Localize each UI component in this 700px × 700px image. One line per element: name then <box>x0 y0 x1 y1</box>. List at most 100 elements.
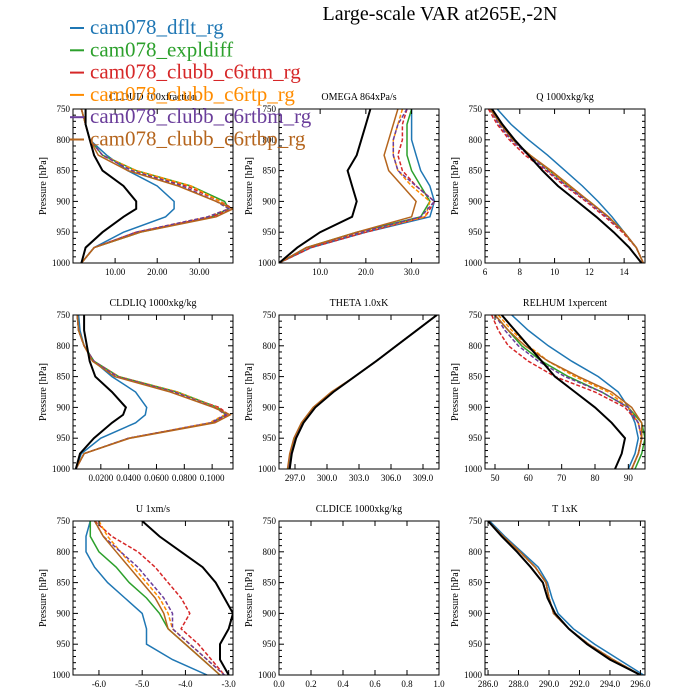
x-tick-label: 10.0 <box>312 267 328 277</box>
figure-title: Large-scale VAR at265E,-2N <box>323 3 558 25</box>
y-tick-label: 850 <box>469 372 483 382</box>
legend-label: cam078_clubb_c6rtm_rg <box>90 60 301 84</box>
x-tick-label: 10 <box>550 267 560 277</box>
series-line-0 <box>287 315 438 469</box>
y-tick-label: 950 <box>263 639 277 649</box>
x-tick-label: 309.0 <box>413 473 434 483</box>
y-axis-label: Pressure [hPa] <box>244 569 255 627</box>
series-line-3 <box>98 521 225 675</box>
series-line-3 <box>497 315 643 469</box>
y-tick-label: 850 <box>57 166 71 176</box>
series-line-1 <box>75 315 228 469</box>
y-tick-label: 950 <box>469 227 483 237</box>
y-tick-label: 850 <box>263 372 277 382</box>
series-line-1 <box>287 315 438 469</box>
panel-title: OMEGA 864xPa/s <box>321 92 396 103</box>
panel-0: 750 800 850 900 950 1000 10.00 20.00 30.00 Pressu… <box>38 92 234 277</box>
y-tick-label: 800 <box>263 341 277 351</box>
panel-title: U 1xm/s <box>136 504 170 515</box>
panel-title: CLDICE 1000xkg/kg <box>316 504 402 515</box>
y-tick-label: 800 <box>57 135 71 145</box>
plot-frame <box>72 314 234 470</box>
series-line-5 <box>494 315 643 469</box>
y-tick-label: 950 <box>263 433 277 443</box>
series-line-2 <box>279 109 436 263</box>
panel-title: CLOUD 100xfraction <box>109 92 197 103</box>
x-tick-label: 90 <box>624 473 634 483</box>
legend-entry: cam078_clubb_c6rtp_rg <box>70 82 295 106</box>
y-tick-label: 850 <box>263 578 277 588</box>
y-tick-label: 950 <box>57 639 71 649</box>
reference-line <box>500 315 627 469</box>
x-tick-label: 80 <box>591 473 601 483</box>
y-tick-label: 750 <box>57 104 71 114</box>
y-tick-label: 800 <box>263 547 277 557</box>
x-tick-label: 6 <box>483 267 488 277</box>
reference-line <box>279 109 372 263</box>
y-tick-label: 1000 <box>52 670 71 680</box>
y-tick-label: 1000 <box>258 464 277 474</box>
reference-line <box>491 109 643 263</box>
series-line-5 <box>487 521 641 675</box>
y-tick-label: 800 <box>57 341 71 351</box>
x-tick-label: 0.0800 <box>172 473 197 483</box>
panel-title: THETA 1.0xK <box>330 298 389 309</box>
y-axis-label: Pressure [hPa] <box>450 157 461 215</box>
panel-3: 750 800 850 900 950 1000 0.0200 0.0400 0.0600 0.0… <box>38 298 234 483</box>
legend-label: cam078_expldiff <box>90 37 233 61</box>
y-tick-label: 800 <box>57 547 71 557</box>
y-tick-label: 900 <box>263 608 277 618</box>
reference-line <box>487 521 641 675</box>
y-axis-label: Pressure [hPa] <box>38 363 49 421</box>
series-line-2 <box>80 109 233 263</box>
x-tick-label: 14 <box>620 267 630 277</box>
y-tick-label: 750 <box>469 310 483 320</box>
series-line-2 <box>287 315 438 469</box>
x-tick-label: 60 <box>524 473 534 483</box>
y-axis-label: Pressure [hPa] <box>450 363 461 421</box>
series-line-5 <box>279 109 417 263</box>
y-tick-label: 950 <box>263 227 277 237</box>
y-tick-label: 750 <box>469 516 483 526</box>
series-line-3 <box>287 315 438 469</box>
series-line-5 <box>286 315 438 469</box>
plot-frame <box>72 520 234 676</box>
x-tick-label: 0.4 <box>337 679 349 689</box>
x-tick-label: 20.0 <box>358 267 374 277</box>
series-group <box>74 315 232 469</box>
x-tick-label: 12 <box>585 267 594 277</box>
y-tick-label: 900 <box>263 402 277 412</box>
series-group <box>286 315 438 469</box>
y-tick-label: 900 <box>57 608 71 618</box>
series-line-2 <box>75 315 231 469</box>
y-tick-label: 950 <box>469 639 483 649</box>
x-tick-label: 290.0 <box>539 679 560 689</box>
x-tick-label: 0.2 <box>305 679 316 689</box>
legend-entry: cam078_clubb_c6rtbm_rg <box>70 104 312 128</box>
x-tick-label: 286.0 <box>478 679 499 689</box>
series-line-2 <box>94 521 225 675</box>
y-tick-label: 950 <box>57 433 71 443</box>
x-tick-label: 0.0 <box>273 679 285 689</box>
panel-title: RELHUM 1xpercent <box>523 298 607 309</box>
y-tick-label: 900 <box>469 196 483 206</box>
legend-entry: cam078_expldiff <box>70 37 233 61</box>
reference-line <box>288 315 438 469</box>
y-axis-label: Pressure [hPa] <box>244 157 255 215</box>
y-axis-label: Pressure [hPa] <box>244 363 255 421</box>
series-line-3 <box>279 109 431 263</box>
y-tick-label: 950 <box>57 227 71 237</box>
x-tick-label: 0.1000 <box>200 473 225 483</box>
panel-6: 750 800 850 900 950 1000 -6.0 -5.0 -4.0 -3.0 Press… <box>38 504 236 689</box>
x-tick-label: 306.0 <box>381 473 402 483</box>
legend: cam078_dflt_rgcam078_expldiffcam078_club… <box>70 15 312 151</box>
x-tick-label: 8 <box>518 267 523 277</box>
x-tick-label: -3.0 <box>222 679 237 689</box>
y-tick-label: 750 <box>469 104 483 114</box>
reference-line <box>141 521 233 675</box>
